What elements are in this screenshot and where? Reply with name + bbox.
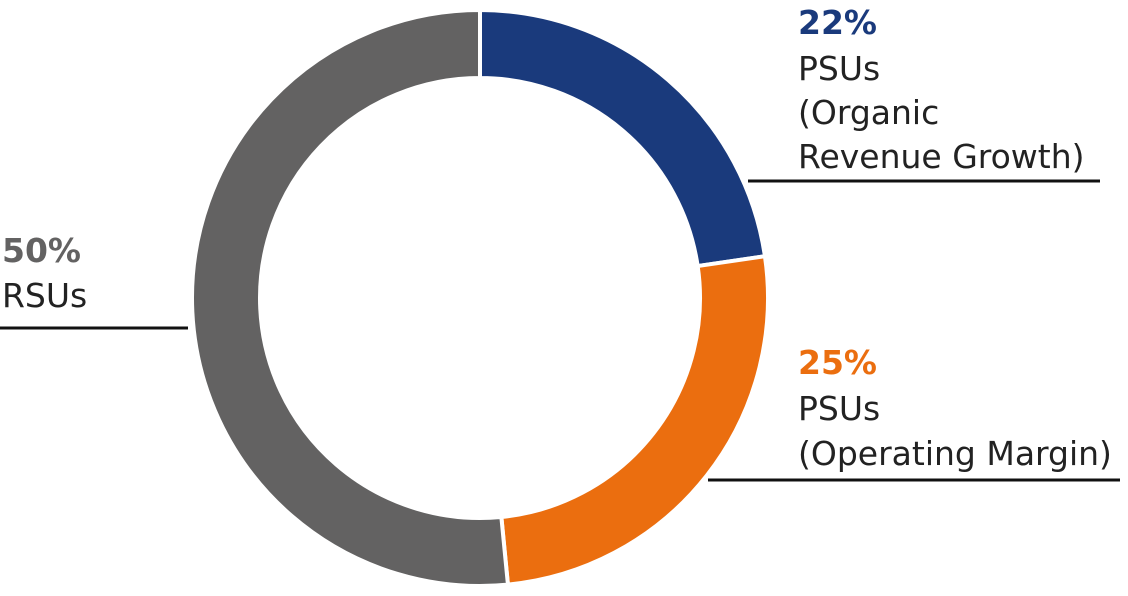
label-rsus-line1: RSUs (2, 276, 87, 315)
slice-organic-revenue (478, 7, 768, 269)
pct-label-rsus: 50% (2, 231, 81, 270)
label-organic-revenue-line1: PSUs (798, 49, 880, 88)
slice-operating-margin (499, 253, 770, 587)
label-operating-margin-line1: PSUs (798, 389, 880, 428)
label-organic-revenue-line3: Revenue Growth) (798, 137, 1085, 176)
slice-rsus (190, 7, 511, 588)
pct-label-operating-margin: 25% (798, 343, 877, 382)
label-operating-margin-line2: (Operating Margin) (798, 434, 1112, 473)
pct-label-organic-revenue: 22% (798, 3, 877, 42)
label-organic-revenue-line2: (Organic (798, 93, 939, 132)
